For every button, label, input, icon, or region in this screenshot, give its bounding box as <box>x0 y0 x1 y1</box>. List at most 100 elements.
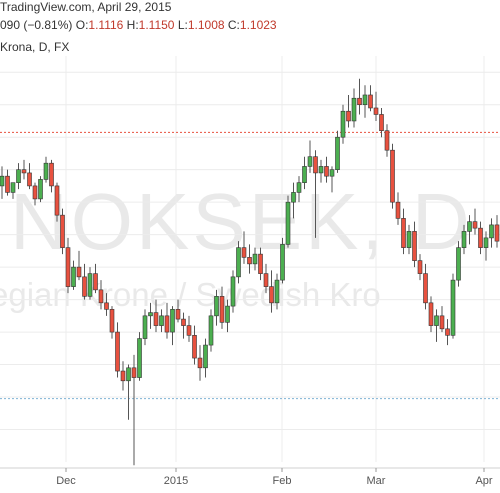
candle-body <box>423 273 428 304</box>
candle-body <box>346 110 351 122</box>
candle-body <box>483 237 489 248</box>
candle-body <box>148 312 153 317</box>
candle-body <box>252 253 258 265</box>
candle-body <box>494 224 500 242</box>
candle-body <box>428 302 434 326</box>
open-value: 1.1116 <box>88 18 124 32</box>
candle-body <box>445 328 450 336</box>
candle-body <box>357 97 362 106</box>
candle-body <box>197 357 203 369</box>
candle-body <box>318 166 324 174</box>
candle-body <box>395 201 401 219</box>
candle-body <box>269 286 274 304</box>
candle-body <box>302 166 307 183</box>
candle-body <box>21 169 27 174</box>
close-label: C: <box>227 18 240 32</box>
low-value: 1.1008 <box>187 18 225 32</box>
grid <box>0 56 500 469</box>
change-text: 090 (−0.81%) <box>0 18 73 32</box>
candle-body <box>192 335 197 359</box>
candle-body <box>38 179 43 200</box>
candle-body <box>324 166 329 177</box>
candle-body <box>296 182 302 193</box>
candle-body <box>225 305 230 323</box>
candle-body <box>439 315 445 330</box>
candle-body <box>467 221 472 232</box>
candle-body <box>203 344 208 369</box>
candle-body <box>98 289 104 304</box>
candle-body <box>120 370 126 382</box>
candle-body <box>434 315 439 326</box>
x-tick-label: Mar <box>367 475 386 487</box>
candle-body <box>0 175 5 187</box>
candle-body <box>10 182 16 193</box>
candle-body <box>307 156 313 167</box>
close-value: 1.1023 <box>239 18 277 32</box>
candle-body <box>351 97 357 122</box>
header-ohlc-line: 090 (−0.81%) O:1.1116 H:1.1150 L:1.1008 … <box>0 18 277 32</box>
open-label: O: <box>75 18 89 32</box>
x-tick-label: Dec <box>56 475 76 487</box>
candle-body <box>5 175 10 193</box>
candle-body <box>335 136 340 170</box>
candle-body <box>93 273 98 291</box>
candle-body <box>175 309 181 320</box>
candle-body <box>384 130 390 151</box>
candle-body <box>379 114 384 132</box>
candle-body <box>280 244 285 281</box>
x-tick-label: Apr <box>475 475 492 487</box>
high-label: H: <box>126 18 139 32</box>
x-tick-label: Feb <box>273 475 292 487</box>
candle-body <box>247 257 252 265</box>
candle-body <box>49 162 54 187</box>
candle-body <box>362 94 368 106</box>
candle-body <box>461 231 467 248</box>
candle-body <box>313 156 318 174</box>
candle-body <box>472 221 478 229</box>
horizontal-levels <box>0 131 500 400</box>
candle-body <box>104 302 109 310</box>
x-tick-label: 2015 <box>164 475 188 487</box>
candle-body <box>164 315 170 333</box>
candle-body <box>137 338 142 378</box>
candle-body <box>329 169 335 177</box>
candle-body <box>219 296 225 323</box>
candle-body <box>236 247 241 278</box>
candle-body <box>32 185 38 200</box>
candle-body <box>456 247 461 281</box>
candle-body <box>208 315 214 346</box>
candle-body <box>159 315 164 326</box>
source-text: TradingView.com, April 29, 2015 <box>0 0 172 14</box>
candle-body <box>401 218 406 248</box>
candle-body <box>170 309 175 333</box>
candle-body <box>263 273 269 287</box>
candle-body <box>115 331 120 372</box>
candle-body <box>142 315 148 339</box>
low-label: L: <box>177 18 188 32</box>
candle-body <box>291 192 296 203</box>
candle-body <box>60 214 65 248</box>
candle-body <box>285 201 291 245</box>
candle-body <box>390 149 395 203</box>
x-axis: Dec 2015 Feb Mar Apr <box>56 468 493 487</box>
high-value: 1.1150 <box>138 18 175 32</box>
candle-body <box>27 172 32 187</box>
header-source-line: TradingView.com, April 29, 2015 <box>0 0 171 14</box>
candle-body <box>16 169 21 183</box>
candle-body <box>65 247 71 287</box>
candle-body <box>87 273 93 297</box>
candle-body <box>214 296 219 317</box>
candle-body <box>82 276 87 297</box>
candle-body <box>450 279 456 336</box>
candles <box>0 78 500 466</box>
candle-body <box>71 266 76 287</box>
candle-body <box>109 309 115 333</box>
symbol-line: Krona, D, FX <box>0 40 69 54</box>
chart-header: TradingView.com, April 29, 2015 090 (−0.… <box>0 0 500 54</box>
symbol-text: Krona, D, FX <box>0 40 70 54</box>
candle-body <box>230 276 236 307</box>
candle-body <box>131 367 137 378</box>
candle-body <box>417 260 423 274</box>
candle-body <box>274 279 280 304</box>
